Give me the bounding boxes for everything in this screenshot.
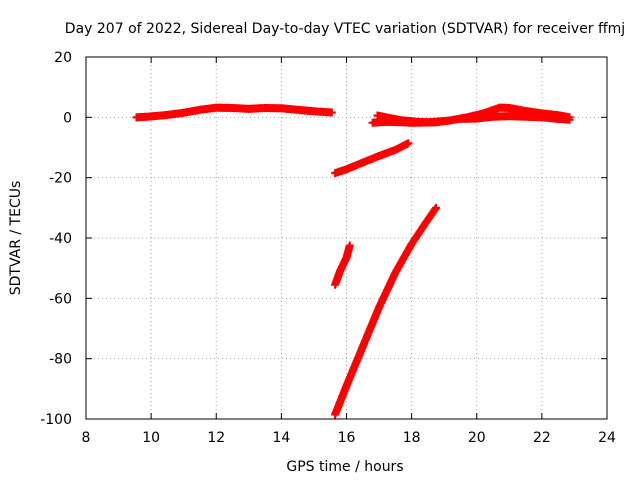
data-point [327, 108, 336, 117]
y-tick-label: -40 [49, 231, 72, 247]
y-tick-label: -20 [49, 171, 72, 187]
x-tick-label: 24 [598, 430, 616, 446]
series-segment [331, 139, 413, 178]
x-tick-label: 10 [142, 430, 160, 446]
x-tick-label: 16 [338, 430, 356, 446]
y-tick-label: -80 [49, 352, 72, 368]
data-point [432, 203, 441, 212]
x-tick-label: 18 [403, 430, 421, 446]
y-tick-label: -60 [49, 291, 72, 307]
series-segment [331, 241, 354, 289]
y-tick-label: 0 [63, 110, 72, 126]
y-tick-label: -100 [40, 412, 72, 428]
x-tick-label: 22 [533, 430, 551, 446]
x-tick-labels: 8 10 12 14 16 18 20 22 24 [82, 430, 616, 446]
y-tick-label: 20 [54, 50, 72, 66]
data-point [345, 241, 354, 250]
data-point [565, 115, 574, 124]
y-tick-labels: -100 -80 -60 -40 -20 0 20 [40, 50, 72, 428]
x-tick-label: 12 [207, 430, 225, 446]
series-segment [132, 103, 336, 122]
x-axis-label: GPS time / hours [286, 459, 403, 475]
data-point [404, 139, 413, 148]
series-segment [331, 203, 441, 419]
x-tick-label: 20 [468, 430, 486, 446]
axis-ticks [85, 56, 608, 420]
data-series [132, 103, 574, 419]
y-axis-label: SDTVAR / TECUs [8, 181, 24, 296]
series-segment [456, 112, 574, 124]
series-group [132, 103, 574, 419]
x-tick-label: 14 [272, 430, 290, 446]
x-tick-label: 8 [82, 430, 91, 446]
chart-title: Day 207 of 2022, Sidereal Day-to-day VTE… [65, 21, 625, 37]
